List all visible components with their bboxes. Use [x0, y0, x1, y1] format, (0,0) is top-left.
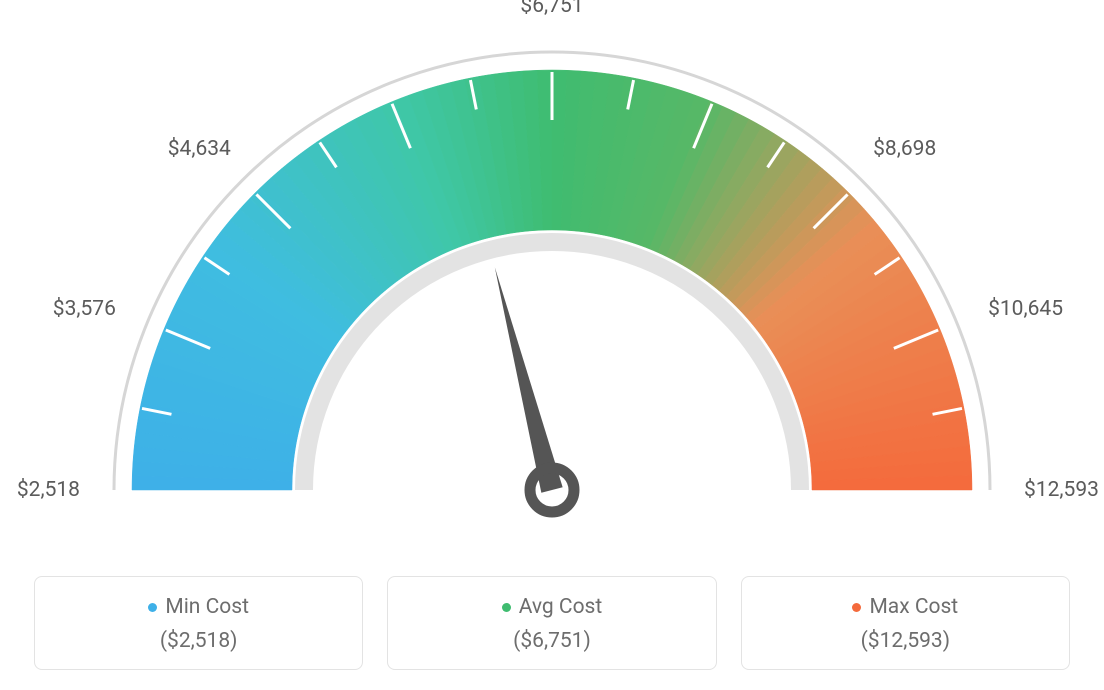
legend-card-min: Min Cost ($2,518)	[34, 576, 363, 670]
legend-dot-avg	[502, 603, 511, 612]
legend-value-max: ($12,593)	[752, 629, 1059, 653]
gauge-scale-label: $2,518	[17, 478, 80, 502]
legend-title-min: Min Cost	[148, 595, 249, 619]
gauge-scale-label: $8,698	[873, 137, 936, 161]
legend-title-max: Max Cost	[852, 595, 958, 619]
gauge-svg	[52, 20, 1052, 540]
legend-title-avg-text: Avg Cost	[519, 595, 603, 619]
gauge-chart: $2,518$3,576$4,634$6,751$8,698$10,645$12…	[0, 20, 1104, 560]
legend-title-min-text: Min Cost	[165, 595, 249, 619]
legend-dot-min	[148, 603, 157, 612]
legend-title-max-text: Max Cost	[869, 595, 958, 619]
gauge-scale-label: $12,593	[1024, 478, 1099, 502]
gauge-scale-label: $10,645	[988, 297, 1063, 321]
legend-card-max: Max Cost ($12,593)	[741, 576, 1070, 670]
gauge-scale-label: $6,751	[520, 0, 583, 18]
gauge-scale-label: $4,634	[168, 137, 231, 161]
gauge-scale-label: $3,576	[53, 297, 116, 321]
legend-card-avg: Avg Cost ($6,751)	[387, 576, 716, 670]
legend-dot-max	[852, 603, 861, 612]
legend-value-min: ($2,518)	[45, 629, 352, 653]
legend-title-avg: Avg Cost	[502, 595, 603, 619]
legend-row: Min Cost ($2,518) Avg Cost ($6,751) Max …	[34, 576, 1070, 670]
legend-value-avg: ($6,751)	[398, 629, 705, 653]
